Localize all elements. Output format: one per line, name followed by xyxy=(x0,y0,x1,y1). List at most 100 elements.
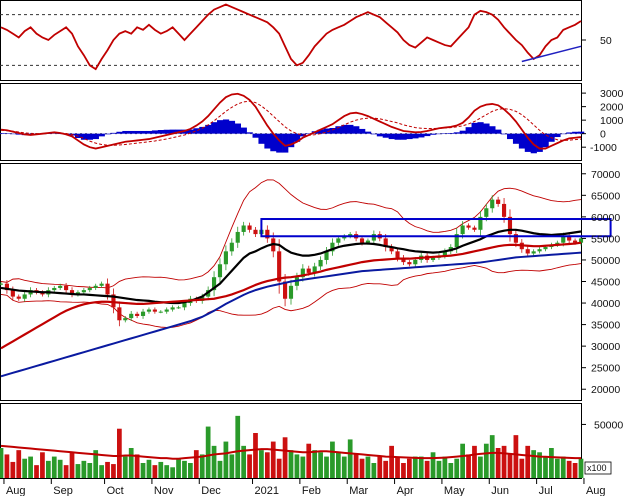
candle-body xyxy=(472,227,477,230)
candle-body xyxy=(478,216,483,230)
candle-body xyxy=(64,285,69,291)
macd-histogram-bar xyxy=(234,123,241,134)
volume-bar xyxy=(270,441,276,478)
macd-histogram-bar xyxy=(199,126,206,134)
macd-histogram-bar xyxy=(495,129,502,134)
volume-bar xyxy=(389,445,394,478)
macd-tick-label: -1000 xyxy=(590,142,617,154)
macd-histogram-bar xyxy=(317,129,324,134)
volume-bar xyxy=(4,454,10,478)
volume-bar xyxy=(34,465,39,478)
macd-histogram-bar xyxy=(430,133,437,135)
candle-body xyxy=(543,247,548,250)
volume-bar xyxy=(276,458,282,478)
rsi-tick-label: 50 xyxy=(600,35,612,47)
volume-bar xyxy=(359,458,365,478)
x-tick-label: 2021 xyxy=(255,485,279,496)
volume-bar xyxy=(128,448,134,478)
volume-bar xyxy=(51,456,57,478)
price-tick-label: 45000 xyxy=(591,277,620,289)
candle-body xyxy=(4,283,9,291)
volume-bar xyxy=(501,445,507,478)
volume-bar xyxy=(99,465,104,478)
volume-ma-line xyxy=(0,444,581,460)
x-tick-label: Jun xyxy=(491,485,509,496)
macd-histogram-bar xyxy=(128,130,135,134)
volume-bar xyxy=(205,426,211,478)
candle-body xyxy=(22,294,27,299)
volume-bar xyxy=(10,461,16,478)
ma-black-line xyxy=(0,228,582,305)
volume-bar xyxy=(383,460,389,478)
volume-bar xyxy=(353,454,359,478)
volume-bar xyxy=(454,458,460,478)
macd-histogram-bar xyxy=(80,133,88,140)
macd-histogram-bar xyxy=(418,133,425,138)
x-tick-label: Aug xyxy=(6,485,26,496)
volume-bar xyxy=(69,452,75,478)
volume-bar xyxy=(572,463,578,478)
volume-bar xyxy=(45,460,51,478)
macd-histogram-bar xyxy=(163,129,170,134)
volume-bar xyxy=(560,456,566,478)
volume-bar xyxy=(472,445,477,478)
volume-bar xyxy=(335,452,341,478)
volume-bar xyxy=(117,428,122,478)
macd-histogram-bar xyxy=(447,132,455,134)
macd-histogram-bar xyxy=(282,133,289,153)
macd-histogram-bar xyxy=(228,120,236,134)
volume-bar xyxy=(371,463,377,478)
candle-body xyxy=(105,283,110,295)
candle-body xyxy=(152,309,157,312)
macd-histogram-bar xyxy=(335,126,342,134)
candle-body xyxy=(490,199,495,209)
volume-bar xyxy=(282,437,288,478)
candle-body xyxy=(324,251,329,260)
candle-body xyxy=(300,268,305,278)
volume-bar xyxy=(122,456,128,478)
macd-histogram-bar xyxy=(104,133,111,135)
macd-tick-label: 3000 xyxy=(600,88,624,100)
macd-histogram-bar xyxy=(400,133,407,140)
candle-body xyxy=(129,313,134,319)
candle-body xyxy=(135,313,140,316)
macd-histogram-bar xyxy=(501,133,508,135)
candle-body xyxy=(306,268,311,273)
candle-body xyxy=(16,296,21,299)
macd-histogram-bar xyxy=(205,124,212,134)
resistance-box xyxy=(260,218,612,238)
volume-bar xyxy=(312,450,318,478)
candle-body xyxy=(454,234,459,248)
volume-bar xyxy=(247,454,252,478)
candle-body xyxy=(265,229,270,239)
macd-histogram-bar xyxy=(217,120,224,134)
volume-bar xyxy=(193,450,199,478)
macd-histogram-bar xyxy=(270,133,277,152)
candle-body xyxy=(330,242,335,252)
candle-body xyxy=(217,264,223,278)
volume-bar xyxy=(549,448,554,478)
volume-bar xyxy=(466,454,471,478)
macd-histogram-bar xyxy=(211,122,218,134)
macd-tick-label: 2000 xyxy=(600,102,624,114)
candle-body xyxy=(507,216,513,235)
volume-bar xyxy=(300,456,306,478)
x-tick-label: May xyxy=(444,485,465,496)
candle-body xyxy=(277,251,282,282)
candle-body xyxy=(223,251,228,265)
volume-bar xyxy=(566,460,572,478)
candle-body xyxy=(123,318,128,321)
volume-bar xyxy=(241,445,247,478)
candle-body xyxy=(52,287,57,291)
volume-bar xyxy=(442,456,448,478)
volume-bar xyxy=(188,463,193,478)
macd-histogram-bar xyxy=(536,133,543,152)
volume-bar xyxy=(105,461,110,478)
volume-bar xyxy=(306,443,312,478)
volume-bar xyxy=(519,458,525,478)
candle-body xyxy=(164,309,169,312)
price-tick-label: 65000 xyxy=(591,190,620,202)
macd-histogram-bar xyxy=(359,128,366,134)
volume-bar xyxy=(40,452,45,478)
